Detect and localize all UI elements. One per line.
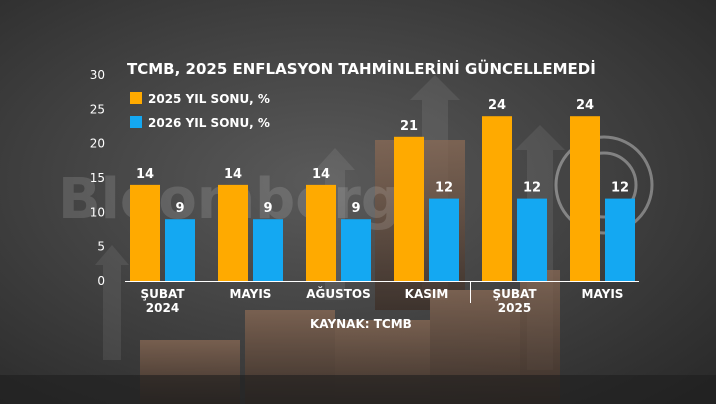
data-label-s2-c5: 12 bbox=[523, 181, 541, 196]
data-label-s2-c1: 9 bbox=[175, 201, 184, 216]
y-tick-20: 20 bbox=[90, 137, 105, 151]
data-label-s1-c5: 24 bbox=[488, 98, 506, 113]
y-axis: 0 5 10 15 20 25 30 bbox=[90, 68, 105, 288]
data-label-s2-c6: 12 bbox=[611, 181, 629, 196]
bar-s2-c3 bbox=[341, 219, 371, 281]
data-label-s2-c3: 9 bbox=[351, 201, 360, 216]
legend-swatch-2 bbox=[130, 116, 142, 128]
chart-title: TCMB, 2025 ENFLASYON TAHMİNLERİNİ GÜNCEL… bbox=[127, 59, 596, 78]
y-tick-25: 25 bbox=[90, 102, 105, 116]
source-note: KAYNAK: TCMB bbox=[310, 317, 412, 331]
bars: 14 9 14 9 14 9 21 12 24 12 24 12 bbox=[130, 98, 635, 281]
x-tick-4-line-1: KASIM bbox=[405, 287, 449, 301]
y-tick-0: 0 bbox=[97, 274, 105, 288]
data-label-s1-c1: 14 bbox=[136, 167, 154, 182]
x-tick-5-line-1: ŞUBAT bbox=[492, 287, 537, 301]
bar-s1-c6 bbox=[570, 116, 600, 281]
x-tick-3-line-1: AĞUSTOS bbox=[306, 286, 371, 301]
data-label-s2-c2: 9 bbox=[263, 201, 272, 216]
y-tick-10: 10 bbox=[90, 205, 105, 219]
x-tick-6-line-1: MAYIS bbox=[582, 287, 624, 301]
bar-s1-c5 bbox=[482, 116, 512, 281]
legend-swatch-1 bbox=[130, 92, 142, 104]
legend-label-1: 2025 YIL SONU, % bbox=[148, 92, 270, 106]
bar-s1-c4 bbox=[394, 136, 424, 281]
bar-s2-c2 bbox=[253, 219, 283, 281]
y-tick-30: 30 bbox=[90, 68, 105, 82]
bar-s1-c2 bbox=[218, 184, 248, 281]
x-tick-1-line-1: ŞUBAT bbox=[140, 287, 185, 301]
bar-s1-c1 bbox=[130, 184, 160, 281]
data-label-s1-c3: 14 bbox=[312, 167, 330, 182]
legend-label-2: 2026 YIL SONU, % bbox=[148, 116, 270, 130]
y-tick-5: 5 bbox=[97, 240, 105, 254]
data-label-s1-c2: 14 bbox=[224, 167, 242, 182]
data-label-s1-c4: 21 bbox=[400, 119, 418, 134]
data-label-s2-c4: 12 bbox=[435, 181, 453, 196]
bar-s2-c4 bbox=[429, 198, 459, 281]
x-tick-1-line-2: 2024 bbox=[146, 301, 179, 315]
data-label-s1-c6: 24 bbox=[576, 98, 594, 113]
legend: 2025 YIL SONU, % 2026 YIL SONU, % bbox=[130, 92, 270, 130]
x-tick-2-line-1: MAYIS bbox=[230, 287, 272, 301]
bar-s1-c3 bbox=[306, 184, 336, 281]
bar-s2-c5 bbox=[517, 198, 547, 281]
x-tick-5-line-2: 2025 bbox=[498, 301, 531, 315]
bar-s2-c6 bbox=[605, 198, 635, 281]
y-tick-15: 15 bbox=[90, 171, 105, 185]
bar-s2-c1 bbox=[165, 219, 195, 281]
